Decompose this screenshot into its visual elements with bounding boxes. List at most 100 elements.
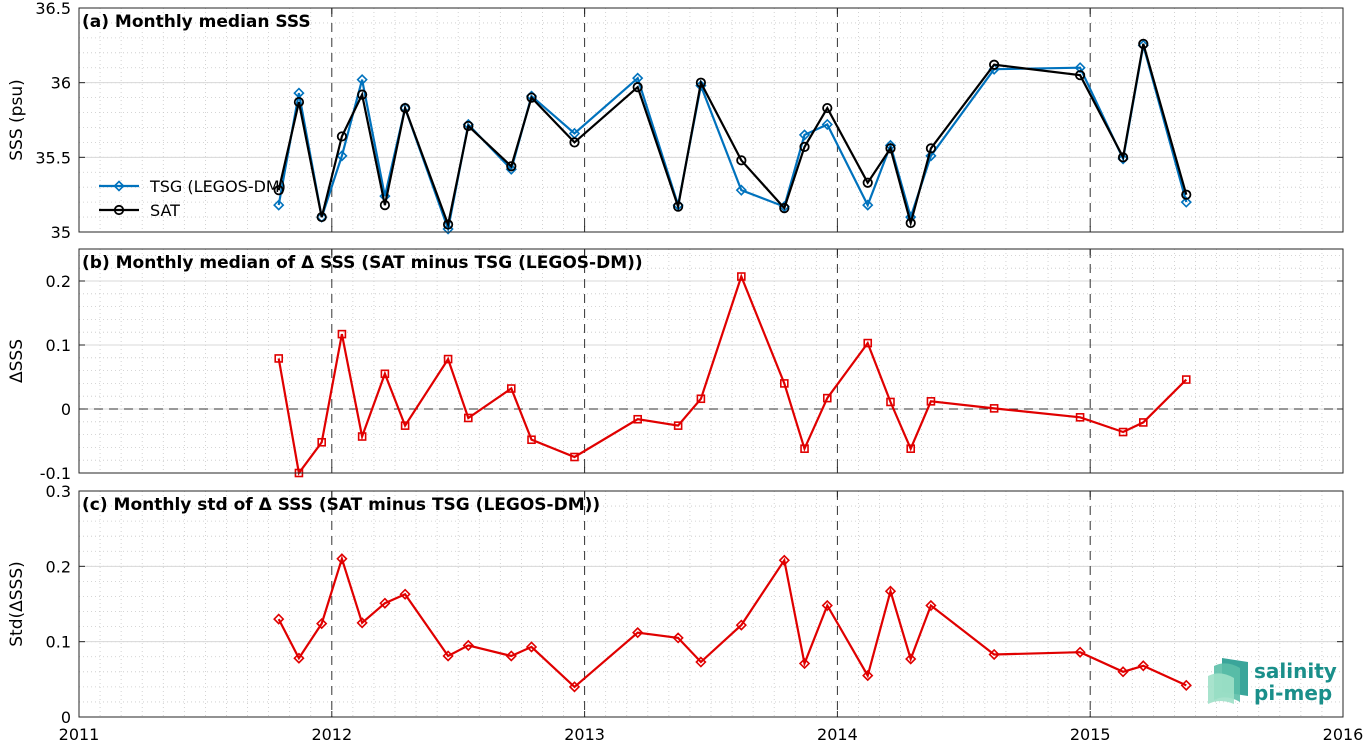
series-tsg-legos-dm-point-0 [273, 199, 285, 211]
y-tick-label: 0.3 [46, 482, 71, 501]
x-tick-label: 2012 [311, 725, 352, 744]
series-delta-point-27 [1180, 679, 1192, 691]
series-sat-point-26 [1138, 38, 1149, 49]
series-delta-point-12 [632, 626, 644, 639]
series-delta-point-16 [780, 379, 789, 388]
series-delta-point-10 [525, 641, 538, 653]
series-delta-point-4 [357, 432, 367, 441]
series-sat-point-10 [526, 92, 537, 103]
series-delta-point-0 [273, 613, 285, 625]
y-axis-label: Std(ΔSSS) [7, 561, 27, 647]
y-tick-label: 35.5 [35, 148, 71, 167]
legend-label: TSG (LEGOS-DM) [149, 177, 286, 196]
series-delta-point-19 [862, 669, 874, 682]
series-delta-point-6 [399, 588, 411, 600]
series-tsg-legos-dm-point-25 [1117, 153, 1129, 165]
series-delta-point-2 [316, 617, 328, 630]
series-sat-point-2 [316, 211, 327, 223]
series-delta-point-3 [336, 553, 348, 565]
series-delta-point-22 [926, 397, 936, 406]
series-delta-point-5 [379, 597, 391, 609]
series-sat-point-14 [695, 77, 706, 88]
y-tick-label: 0.2 [46, 272, 71, 291]
series-sat-point-15 [736, 155, 747, 166]
series-delta [274, 272, 1191, 478]
y-tick-label: 0 [61, 708, 71, 727]
series-delta-point-7 [443, 354, 453, 364]
series-delta-point-18 [821, 599, 833, 612]
series-delta [273, 553, 1192, 693]
series-delta-point-4 [356, 617, 368, 629]
series-delta-point-14 [695, 656, 707, 668]
series-tsg-legos-dm-point-19 [862, 199, 874, 211]
series-sat-point-7 [442, 219, 454, 230]
series-delta-point-20 [884, 585, 897, 597]
series-sat-point-0 [273, 185, 284, 196]
series-delta-point-14 [696, 394, 706, 404]
y-tick-label: 0 [61, 400, 71, 419]
panel-a-median-sss: 35 35.5 36 36.5 (a) Monthly median SSS SSS (p… [7, 0, 1344, 242]
series-delta-point-23 [989, 404, 999, 413]
series-sat-point-6 [400, 102, 411, 114]
series-sat-point-12 [632, 82, 643, 93]
series-sat-point-11 [569, 137, 580, 148]
series-tsg-legos-dm-point-27 [1180, 196, 1192, 208]
series-delta-point-8 [462, 639, 474, 652]
series-delta-point-3 [337, 329, 347, 339]
logo-text-line2: pi-mep [1254, 681, 1332, 705]
series-delta-point-26 [1137, 660, 1149, 672]
series-tsg-legos-dm-point-22 [925, 150, 937, 162]
series-delta-line [277, 555, 1187, 689]
y-tick-label: 35 [51, 223, 71, 242]
series-sat-point-5 [379, 200, 390, 211]
series-sat-point-24 [1074, 70, 1086, 81]
series-sat-point-1 [293, 96, 305, 108]
series-delta-point-21 [906, 444, 916, 453]
series-delta-point-26 [1138, 418, 1148, 427]
series-sat-point-17 [799, 141, 810, 152]
series-delta-point-13 [672, 632, 684, 644]
series-delta-point-23 [988, 648, 1000, 661]
series-delta-point-5 [380, 369, 390, 379]
logo-text-line1: salinity [1254, 659, 1337, 683]
legend-label: SAT [150, 201, 180, 220]
x-tick-label: 2016 [1323, 725, 1364, 744]
series-sat-point-21 [905, 217, 916, 229]
series-delta-point-13 [673, 421, 683, 430]
series-tsg-legos-dm-point-3 [336, 150, 348, 162]
series-delta-point-17 [798, 657, 811, 670]
series-delta-point-20 [886, 397, 895, 407]
series-delta-point-12 [633, 414, 642, 424]
series-delta-point-10 [527, 435, 536, 445]
series-delta-point-19 [863, 338, 873, 348]
series-sat-point-8 [463, 120, 474, 132]
panel-title: (c) Monthly std of Δ SSS (SAT minus TSG … [82, 495, 600, 515]
legend-1-point-0 [113, 204, 125, 216]
y-tick-label: 36 [51, 74, 71, 93]
series-delta-point-24 [1074, 646, 1086, 658]
series-delta-point-0 [274, 354, 284, 363]
salinity-pi-mep-logo: salinity pi-mep [1208, 658, 1337, 705]
series-sat-point-27 [1181, 189, 1192, 200]
axes-box [78, 7, 1344, 233]
series-delta-point-2 [317, 437, 326, 447]
series-delta-point-21 [905, 653, 917, 665]
series-delta-point-8 [464, 413, 473, 423]
series-delta-point-22 [925, 599, 937, 612]
series-delta-point-15 [735, 619, 747, 631]
series-sat [273, 38, 1192, 230]
x-tick-label: 2013 [564, 725, 605, 744]
series-delta-point-24 [1075, 413, 1085, 422]
series-sat-point-25 [1117, 152, 1129, 163]
series-sat-point-18 [822, 102, 833, 114]
series-sat-point-13 [673, 201, 684, 212]
panel-b-median-delta-sss: -0.1 0 0.1 0.2 (b) Monthly median of Δ SSS (… [7, 248, 1344, 483]
series-sat-point-20 [885, 143, 896, 154]
series-sat-point-16 [779, 203, 790, 214]
y-axis-label: SSS (psu) [7, 79, 27, 160]
series-delta-point-9 [505, 650, 517, 662]
series-delta-point-15 [737, 272, 746, 281]
legend: TSG (LEGOS-DM) SAT [99, 177, 286, 220]
series-sat-point-22 [925, 143, 937, 154]
series-delta-point-25 [1118, 427, 1128, 437]
